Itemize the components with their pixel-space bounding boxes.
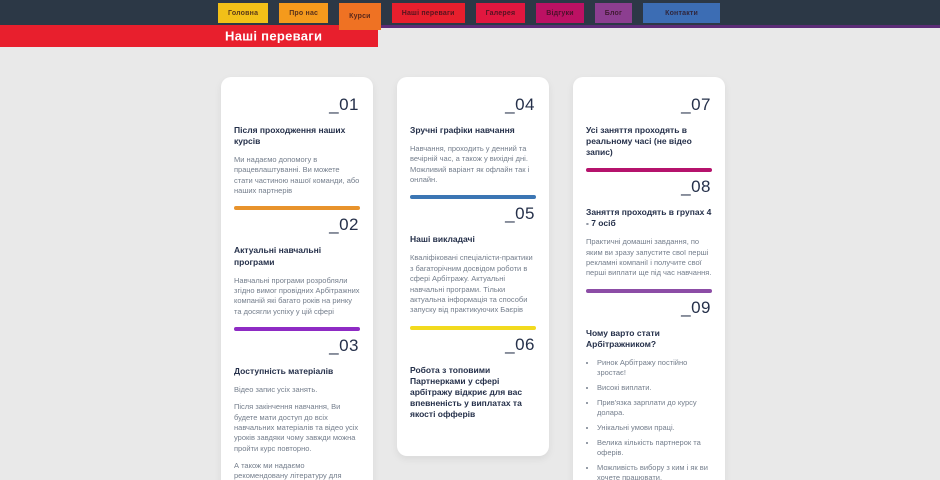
nav-item-5[interactable]: Галерея <box>475 3 526 23</box>
nav-item-7[interactable]: Блог <box>594 3 633 23</box>
advantage-section-09-bullet-3: Прив'язка зарплати до курсу долара. <box>597 398 712 419</box>
advantage-section-09-bullet-2: Високі виплати. <box>597 383 712 393</box>
nav-item-2[interactable]: Про нас <box>279 3 329 23</box>
advantage-section-09-bullet-1: Ринок Арбітражу постійно зростає! <box>597 358 712 379</box>
advantage-card-1: _01 Після проходження наших курсів Ми нада… <box>221 77 373 480</box>
advantage-section-03-paragraph-2: Після закінчення навчання, Ви будете мат… <box>234 402 359 453</box>
advantage-section-01-heading: Після проходження наших курсів <box>234 125 346 147</box>
advantage-section-02-heading: Актуальні навчальні програми <box>234 245 322 267</box>
advantage-section-09-bullet-6: Можливість вибору з ким і як ви хочете п… <box>597 463 712 480</box>
advantage-section-05-number: _05 <box>505 204 535 224</box>
page-title: Наші переваги <box>225 28 323 44</box>
nav-item-4[interactable]: Наші переваги <box>391 3 465 23</box>
advantages-grid: _01 Після проходження наших курсів Ми нада… <box>221 77 725 480</box>
nav-item-3[interactable]: Курси <box>339 3 381 30</box>
advantage-card-3: _07 Усі заняття проходять в реальному час… <box>573 77 725 480</box>
advantage-section-03-paragraph-1: Відео запис усіх занять. <box>234 384 318 394</box>
advantage-section-03-heading: Доступність матеріалів <box>234 365 334 376</box>
advantage-section-01-divider <box>234 206 360 211</box>
advantage-section-02-divider <box>234 326 360 331</box>
advantage-section-07-number: _07 <box>681 95 711 114</box>
advantage-section-09-bullet-4: Унікальні умови праці. <box>597 423 712 433</box>
advantage-section-05-divider <box>410 325 536 330</box>
advantage-section-01-paragraph-1: Ми надаємо допомогу в працевлаштуванні. … <box>234 155 360 196</box>
advantage-section-07-divider <box>586 168 712 173</box>
advantage-section-05-paragraph-1: Кваліфіковані спеціалісти-практики з баг… <box>410 253 533 315</box>
nav-item-8[interactable]: Контакти <box>643 3 721 23</box>
advantage-section-02-paragraph-1: Навчальні програми розробляли згідно вим… <box>234 275 360 316</box>
advantage-section-09-bullet-5: Велика кількість партнерок та оферів. <box>597 438 712 459</box>
advantage-section-02-number: _02 <box>329 215 359 235</box>
advantage-section-06-number: _06 <box>505 334 535 354</box>
nav-underline <box>0 25 940 28</box>
advantage-section-09-bullet-list: Ринок Арбітражу постійно зростає! Високі … <box>586 358 712 480</box>
advantage-section-09-heading: Чому варто стати Арбітражником? <box>586 327 660 349</box>
advantage-section-04-heading: Зручні графіки навчання <box>410 125 515 135</box>
advantage-section-08-number: _08 <box>681 177 711 197</box>
page-banner: Наші переваги <box>0 25 378 47</box>
advantage-section-04-divider <box>410 195 536 200</box>
advantage-section-04-number: _04 <box>505 95 535 114</box>
advantage-card-2: _04 Зручні графіки навчання Навчання, прох… <box>397 77 549 456</box>
advantage-section-07-heading: Усі заняття проходять в реальному часі (… <box>586 125 692 158</box>
top-navbar <box>0 0 940 25</box>
advantage-section-08-heading: Заняття проходять в групах 4 - 7 осіб <box>586 207 712 229</box>
advantage-section-03-number: _03 <box>329 335 359 355</box>
nav-item-6[interactable]: Відгуки <box>536 3 584 23</box>
nav-item-1[interactable]: Головна <box>218 3 269 23</box>
main-nav: Головна Про нас Курси Наші переваги Галерея В… <box>218 3 721 30</box>
advantage-section-05-heading: Наші викладачі <box>410 234 475 245</box>
advantage-section-08-paragraph-1: Практичні домашні завдання, по яким ви з… <box>586 237 712 278</box>
advantage-section-06-heading: Робота з топовими Партнерками у сфері ар… <box>410 364 523 419</box>
advantage-section-01-number: _01 <box>329 95 359 114</box>
advantage-section-09-number: _09 <box>681 297 711 317</box>
advantage-section-08-divider <box>586 288 712 293</box>
advantage-section-03-paragraph-3: А також ми надаємо рекомендовану літерат… <box>234 461 342 480</box>
advantage-section-04-paragraph-1: Навчання, проходить у денний та вечірній… <box>410 144 530 185</box>
